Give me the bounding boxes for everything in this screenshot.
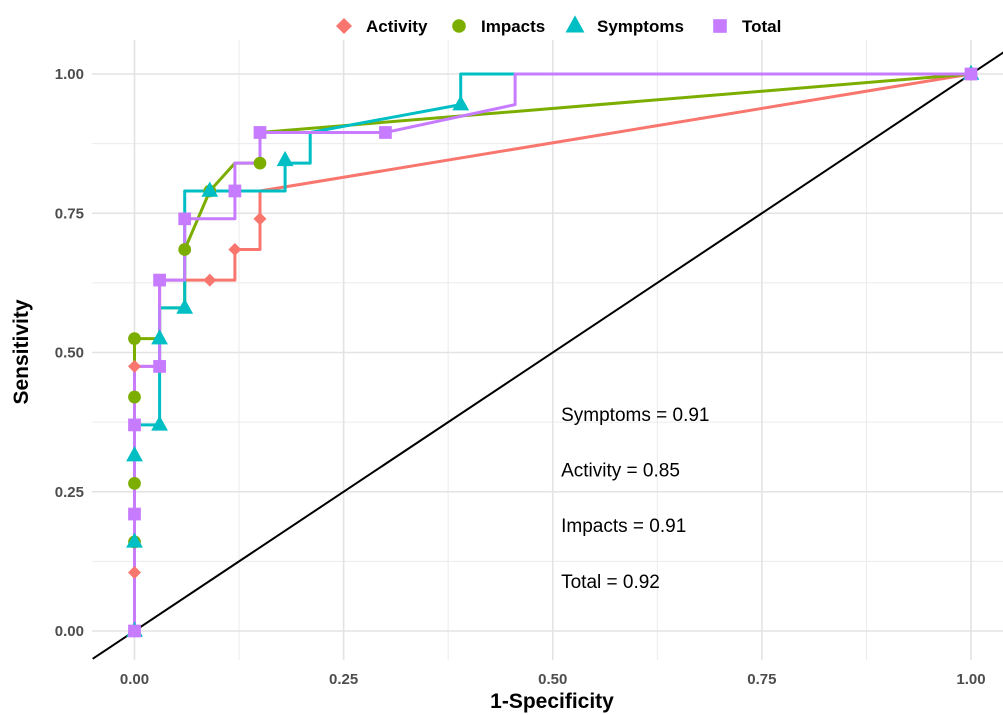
data-point-symptoms <box>176 298 194 314</box>
x-tick-labels: 0.00 0.25 0.50 0.75 1.00 <box>120 671 986 688</box>
y-tick-label: 0.00 <box>55 623 84 640</box>
grid-minor <box>92 40 1003 660</box>
data-point-symptoms <box>276 150 294 167</box>
legend-key-total <box>713 19 727 33</box>
x-axis-title: 1-Specificity <box>490 690 614 713</box>
y-tick-labels: 0.00 0.25 0.50 0.75 1.00 <box>55 66 84 640</box>
data-point-symptoms <box>126 446 143 462</box>
data-point-total <box>128 418 141 432</box>
legend: Activity Impacts Symptoms Total <box>336 15 781 36</box>
x-tick-label: 1.00 <box>956 671 985 688</box>
data-point-impacts <box>128 477 141 490</box>
data-point-total <box>128 507 141 521</box>
data-point-impacts <box>253 156 267 170</box>
auc-annotation: Total = 0.92 <box>561 572 660 593</box>
reference-line <box>92 51 1003 660</box>
legend-key-impacts <box>452 19 466 33</box>
auc-annotation: Symptoms = 0.91 <box>561 405 709 426</box>
reference-diagonal <box>92 51 1003 660</box>
data-point-activity <box>203 273 217 287</box>
legend-key-activity <box>336 18 352 34</box>
legend-key-symptoms <box>565 15 585 33</box>
data-point-total <box>153 273 166 287</box>
data-point-symptoms <box>452 95 470 111</box>
y-tick-label: 0.50 <box>55 345 84 362</box>
y-tick-label: 0.25 <box>55 484 84 501</box>
x-tick-label: 0.50 <box>538 671 567 688</box>
y-axis-title: Sensitivity <box>10 299 33 404</box>
data-point-symptoms <box>151 415 168 431</box>
data-point-activity <box>128 359 141 373</box>
x-tick-label: 0.00 <box>120 671 149 688</box>
series-points <box>126 64 980 638</box>
data-point-total <box>253 126 267 139</box>
data-point-total <box>228 184 242 198</box>
data-point-total <box>128 624 141 638</box>
auc-annotation: Impacts = 0.91 <box>561 516 686 537</box>
y-tick-label: 1.00 <box>55 66 84 83</box>
y-tick-label: 0.75 <box>55 205 84 222</box>
legend-label-impacts: Impacts <box>481 17 545 36</box>
legend-label-total: Total <box>742 17 781 36</box>
data-point-total <box>379 126 392 139</box>
data-point-activity <box>128 566 141 580</box>
auc-annotations: Symptoms = 0.91 Activity = 0.85 Impacts = … <box>561 405 709 593</box>
auc-annotation: Activity = 0.85 <box>561 460 680 481</box>
x-tick-label: 0.75 <box>747 671 776 688</box>
data-point-symptoms <box>151 329 168 345</box>
data-point-impacts <box>178 243 192 256</box>
data-point-activity <box>253 212 267 226</box>
legend-label-symptoms: Symptoms <box>597 17 684 36</box>
data-point-total <box>153 360 166 373</box>
x-tick-label: 0.25 <box>329 671 358 688</box>
data-point-impacts <box>128 332 141 345</box>
legend-label-activity: Activity <box>366 17 428 36</box>
data-point-activity <box>228 242 242 256</box>
data-point-impacts <box>128 390 141 404</box>
data-point-symptoms <box>126 532 143 548</box>
data-point-total <box>964 67 978 81</box>
data-point-symptoms <box>201 181 219 197</box>
data-point-total <box>178 212 192 226</box>
